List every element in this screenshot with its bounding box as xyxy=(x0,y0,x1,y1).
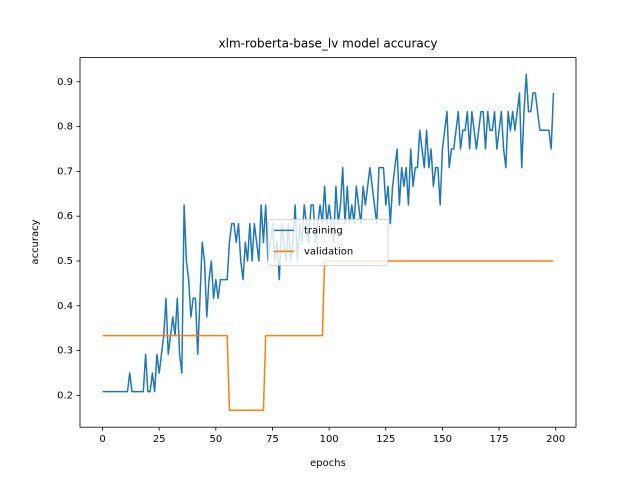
x-tick-label: 200 xyxy=(546,434,565,445)
y-tick-label: 0.5 xyxy=(57,256,73,267)
legend-frame xyxy=(267,218,389,266)
y-tick-label: 0.8 xyxy=(57,122,73,133)
y-tick-label: 0.9 xyxy=(57,77,73,88)
x-tick-label: 25 xyxy=(153,434,166,445)
y-axis-label: accuracy xyxy=(30,219,41,264)
y-tick-label: 0.3 xyxy=(57,346,73,357)
x-tick-label: 100 xyxy=(320,434,339,445)
x-tick-label: 75 xyxy=(266,434,279,445)
y-tick-label: 0.2 xyxy=(57,390,73,401)
x-tick-label: 50 xyxy=(209,434,222,445)
axes-frame xyxy=(79,57,577,428)
chart-title: xlm-roberta-base_lv model accuracy xyxy=(219,37,438,51)
x-tick-label: 0 xyxy=(99,434,105,445)
x-tick-label: 175 xyxy=(490,434,509,445)
legend: training validation xyxy=(267,218,389,266)
x-tick-label: 150 xyxy=(433,434,452,445)
series-line xyxy=(102,73,555,393)
y-tick-label: 0.7 xyxy=(57,166,73,177)
y-tick-label: 0.4 xyxy=(57,301,73,312)
x-axis-label: epochs xyxy=(310,458,346,469)
y-tick-label: 0.6 xyxy=(57,211,73,222)
legend-label: training xyxy=(304,225,343,236)
legend-label: validation xyxy=(304,246,353,257)
x-tick-label: 125 xyxy=(376,434,395,445)
